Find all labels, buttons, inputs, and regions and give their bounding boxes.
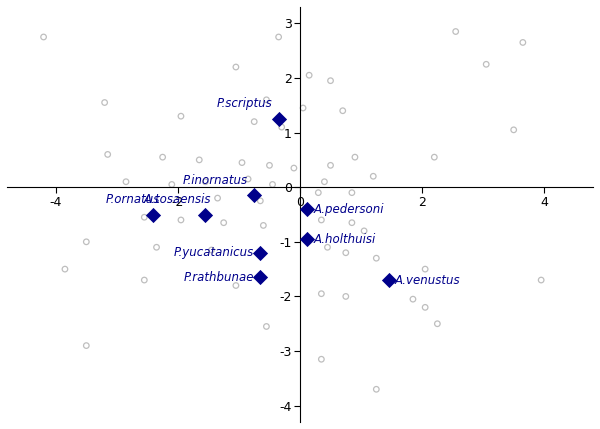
- Point: [256, 274, 265, 281]
- Text: A.venustus: A.venustus: [395, 274, 460, 287]
- Text: P.inornatus: P.inornatus: [183, 174, 248, 187]
- Point: [250, 118, 259, 125]
- Point: [103, 151, 112, 158]
- Point: [237, 159, 247, 166]
- Point: [274, 115, 283, 122]
- Point: [213, 195, 223, 202]
- Point: [176, 113, 186, 120]
- Point: [256, 197, 265, 204]
- Point: [350, 154, 360, 160]
- Point: [140, 277, 149, 284]
- Point: [152, 244, 161, 251]
- Point: [259, 222, 268, 229]
- Point: [326, 162, 335, 169]
- Point: [317, 217, 326, 224]
- Point: [231, 282, 241, 289]
- Point: [302, 205, 312, 212]
- Text: P.ornatus: P.ornatus: [105, 193, 160, 206]
- Point: [384, 277, 394, 284]
- Point: [518, 39, 527, 46]
- Point: [82, 239, 91, 245]
- Point: [176, 217, 186, 224]
- Point: [421, 304, 430, 311]
- Point: [433, 320, 442, 327]
- Point: [326, 77, 335, 84]
- Point: [304, 72, 314, 79]
- Point: [244, 175, 253, 182]
- Text: A.tosaensis: A.tosaensis: [144, 193, 211, 206]
- Point: [317, 290, 326, 297]
- Point: [200, 178, 210, 185]
- Point: [262, 97, 271, 103]
- Point: [347, 219, 356, 226]
- Point: [421, 266, 430, 272]
- Point: [317, 356, 326, 363]
- Point: [320, 178, 329, 185]
- Point: [100, 99, 109, 106]
- Text: A.holthuisi: A.holthuisi: [313, 233, 376, 245]
- Text: P.yucatanicus: P.yucatanicus: [174, 246, 254, 259]
- Point: [451, 28, 460, 35]
- Point: [194, 157, 204, 163]
- Point: [60, 266, 70, 272]
- Point: [302, 236, 312, 242]
- Point: [408, 296, 418, 302]
- Point: [314, 189, 323, 196]
- Point: [265, 162, 274, 169]
- Point: [219, 219, 229, 226]
- Point: [149, 211, 158, 218]
- Point: [536, 277, 546, 284]
- Point: [277, 124, 286, 130]
- Point: [231, 63, 241, 70]
- Point: [289, 165, 299, 172]
- Point: [250, 192, 259, 199]
- Point: [430, 154, 439, 160]
- Point: [158, 154, 167, 160]
- Point: [371, 255, 381, 262]
- Point: [206, 247, 216, 254]
- Point: [140, 214, 149, 221]
- Point: [298, 105, 308, 112]
- Point: [368, 173, 378, 180]
- Point: [341, 249, 350, 256]
- Point: [347, 189, 356, 196]
- Point: [262, 323, 271, 330]
- Point: [509, 127, 518, 133]
- Point: [39, 33, 49, 40]
- Point: [338, 107, 347, 114]
- Point: [82, 342, 91, 349]
- Text: P.scriptus: P.scriptus: [217, 97, 272, 110]
- Point: [256, 249, 265, 256]
- Point: [274, 33, 283, 40]
- Point: [323, 244, 332, 251]
- Point: [359, 227, 369, 234]
- Point: [200, 211, 210, 218]
- Point: [121, 178, 131, 185]
- Text: P.rathbunae: P.rathbunae: [184, 271, 254, 284]
- Point: [341, 293, 350, 300]
- Text: A.pedersoni: A.pedersoni: [313, 202, 384, 215]
- Point: [371, 386, 381, 393]
- Point: [268, 181, 277, 188]
- Point: [167, 181, 176, 188]
- Point: [481, 61, 491, 68]
